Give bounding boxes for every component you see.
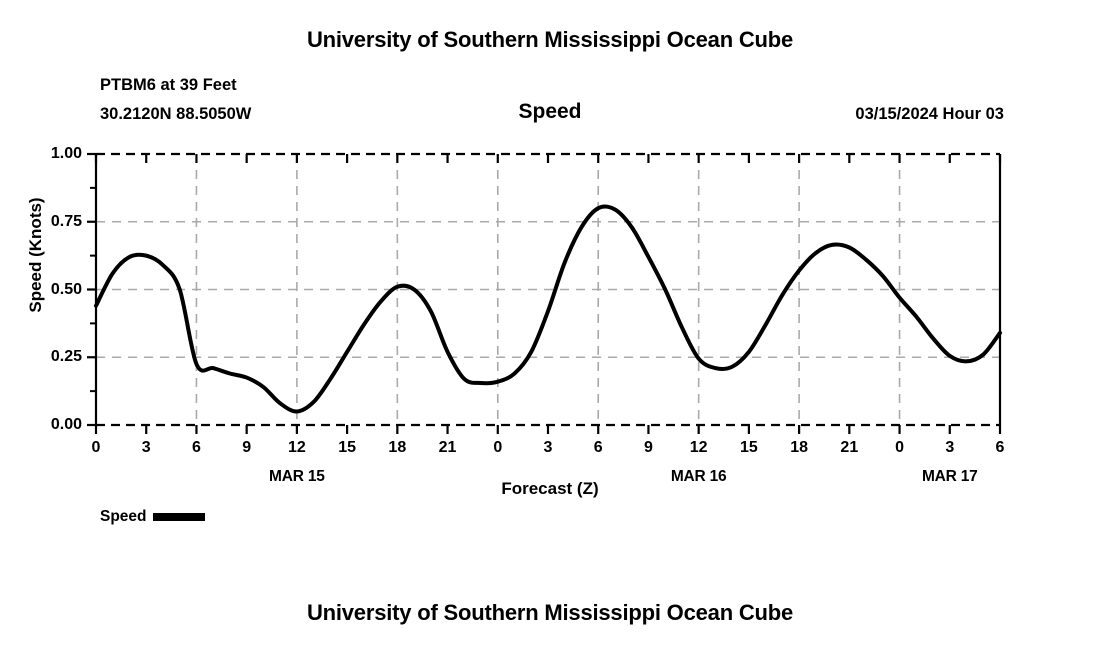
legend-label: Speed [100, 508, 147, 525]
axis-ticks [87, 152, 1002, 434]
footer-title: University of Southern Mississippi Ocean… [306, 600, 794, 625]
x-tick-label: 0 [895, 439, 904, 456]
speed-series-line [94, 204, 1002, 414]
x-tick-label: 6 [995, 439, 1005, 456]
legend-line-swatch [152, 513, 205, 521]
x-tick-label: 6 [593, 439, 603, 456]
x-tick-label: 9 [242, 439, 252, 456]
x-tick-label: 12 [689, 439, 708, 456]
gridlines [96, 154, 1000, 425]
day-label: MAR 15 [269, 468, 325, 485]
x-tick-label: 15 [739, 439, 758, 456]
y-axis-label: Speed (Knots) [26, 197, 45, 313]
day-label: MAR 16 [670, 468, 727, 485]
x-tick-label: 21 [840, 439, 859, 456]
x-tick-label: 21 [438, 439, 457, 456]
x-axis-label: Forecast (Z) [501, 479, 599, 498]
x-tick-label: 12 [287, 439, 306, 456]
x-tick-label: 18 [388, 439, 407, 456]
day-label: MAR 17 [921, 468, 978, 485]
coordinates-label: 30.2120N 88.5050W [100, 105, 252, 123]
x-tick-label: 3 [543, 439, 553, 456]
x-tick-label: 0 [91, 439, 101, 456]
x-tick-label: 9 [643, 439, 653, 456]
x-tick-label: 15 [338, 439, 356, 456]
y-tick-label: 0.50 [50, 280, 82, 298]
x-tick-label: 18 [790, 439, 808, 456]
y-tick-label: 1.00 [50, 145, 82, 162]
x-tick-label: 0 [493, 439, 503, 456]
series-title: Speed [518, 100, 582, 123]
page-title: University of Southern Mississippi Ocean… [306, 27, 794, 52]
station-label: PTBM6 at 39 Feet [100, 76, 237, 94]
x-tick-label: 3 [945, 439, 955, 456]
run-timestamp: 03/15/2024 Hour 03 [855, 105, 1004, 123]
x-tick-label: 6 [191, 439, 201, 456]
x-tick-label: 3 [141, 439, 151, 456]
y-tick-label: 0.25 [50, 348, 82, 366]
legend: Speed [100, 508, 205, 526]
y-tick-label: 0.75 [50, 212, 82, 230]
y-tick-label: 0.00 [50, 416, 82, 433]
